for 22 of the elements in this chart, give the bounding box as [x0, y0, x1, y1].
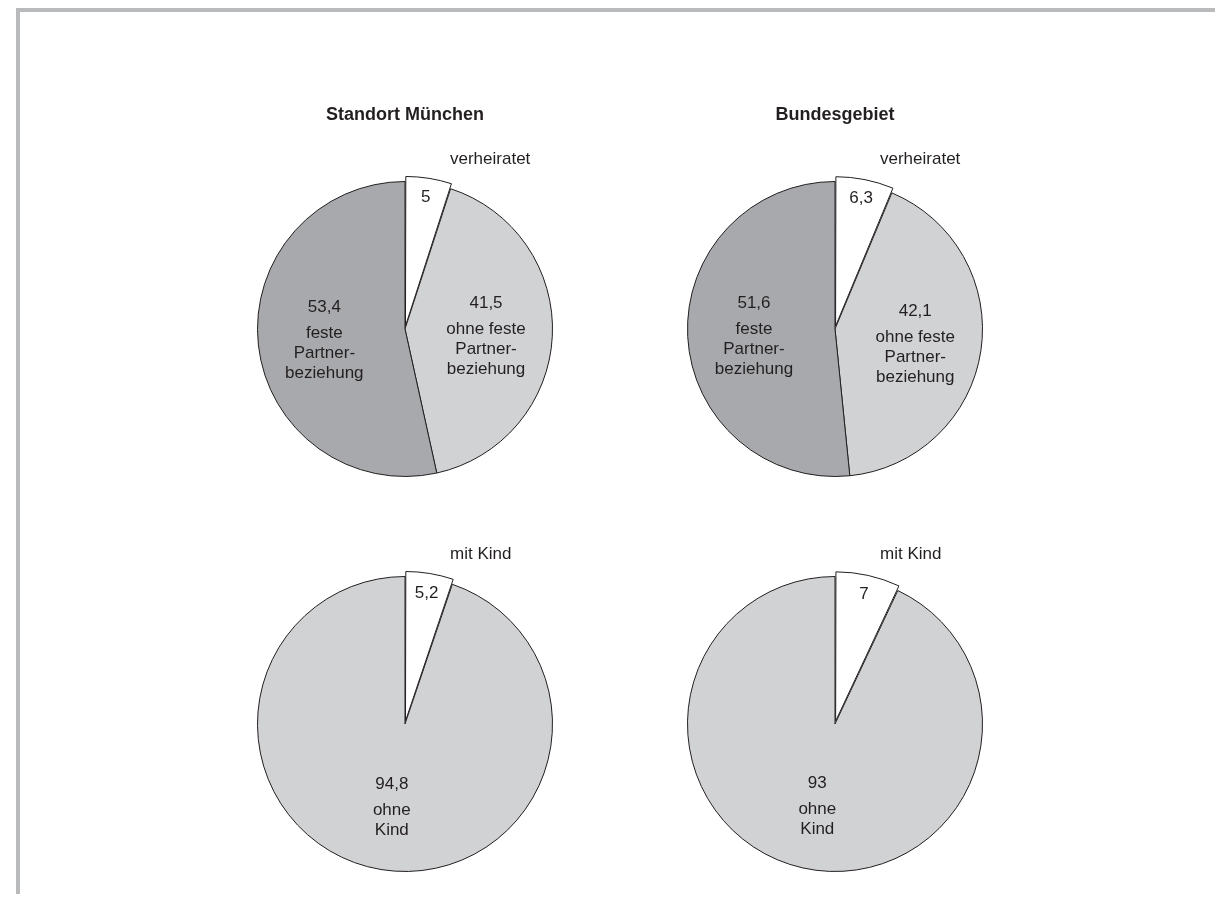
chart-title: Standort München — [326, 103, 484, 124]
data-label: 53,4 — [307, 297, 341, 317]
slice-label: verheiratet — [450, 149, 531, 169]
data-label: 5,2 — [414, 582, 439, 602]
data-label: 51,6 — [737, 292, 771, 312]
slice-label: feste Partner- beziehung — [285, 323, 364, 383]
slice-label: ohne Kind — [798, 798, 837, 838]
chart-title: Bundesgebiet — [775, 103, 895, 124]
slice-label: verheiratet — [880, 149, 961, 169]
slice-label: mit Kind — [880, 544, 942, 564]
slice-label: feste Partner- beziehung — [714, 318, 794, 378]
slice-label: ohne feste Partner- beziehung — [875, 326, 955, 386]
data-label: 6,3 — [849, 188, 873, 208]
data-label: 93 — [807, 772, 827, 792]
data-label: 94,8 — [375, 773, 409, 793]
slice-label: ohne Kind — [372, 799, 411, 839]
data-label: 7 — [859, 583, 869, 603]
data-label: 41,5 — [469, 292, 503, 312]
slice-label: mit Kind — [450, 544, 512, 564]
data-label: 5 — [421, 187, 431, 207]
slice-label: ohne feste Partner- beziehung — [446, 318, 526, 378]
data-label: 42,1 — [898, 300, 932, 320]
